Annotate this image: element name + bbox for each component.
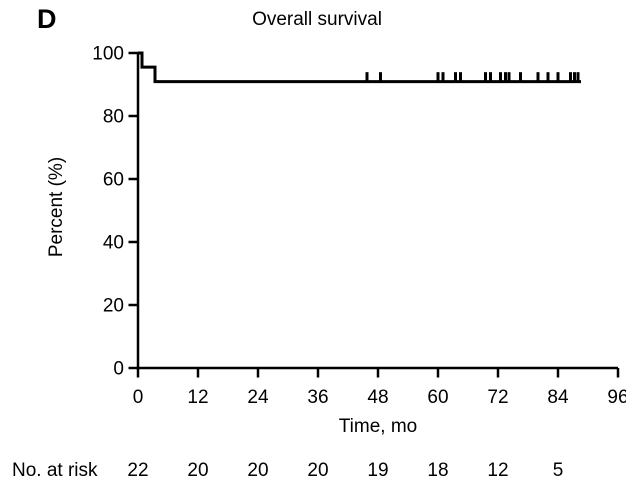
risk-count: 20 xyxy=(247,460,269,481)
x-tick-label: 24 xyxy=(247,387,269,408)
x-tick-label: 84 xyxy=(547,387,569,408)
risk-count: 20 xyxy=(187,460,209,481)
x-tick-label: 36 xyxy=(307,387,328,408)
x-tick-label: 72 xyxy=(487,387,508,408)
chart-title: Overall survival xyxy=(252,9,382,30)
y-tick-label: 0 xyxy=(113,359,124,380)
panel-label: D xyxy=(37,4,57,34)
risk-count: 22 xyxy=(127,460,149,481)
number-at-risk-label: No. at risk xyxy=(12,460,98,481)
risk-count: 20 xyxy=(307,460,329,481)
risk-count: 19 xyxy=(367,460,389,481)
survival-curve xyxy=(138,51,581,84)
risk-count: 5 xyxy=(552,460,564,481)
y-tick-label: 100 xyxy=(92,44,124,65)
y-tick-label: 40 xyxy=(103,233,124,254)
x-axis-title: Time, mo xyxy=(338,416,418,437)
x-tick-label: 60 xyxy=(427,387,448,408)
y-tick-label: 20 xyxy=(103,296,124,317)
risk-count: 12 xyxy=(487,460,509,481)
risk-count: 18 xyxy=(427,460,449,481)
x-tick-label: 12 xyxy=(187,387,208,408)
y-tick-label: 60 xyxy=(103,170,124,191)
y-tick-label: 80 xyxy=(103,107,124,128)
x-tick-label: 96 xyxy=(607,387,626,408)
x-tick-label: 48 xyxy=(367,387,388,408)
x-tick-label: 0 xyxy=(133,387,144,408)
number-at-risk-row: No. at risk 22 20 20 20 19 18 12 5 xyxy=(0,460,626,486)
